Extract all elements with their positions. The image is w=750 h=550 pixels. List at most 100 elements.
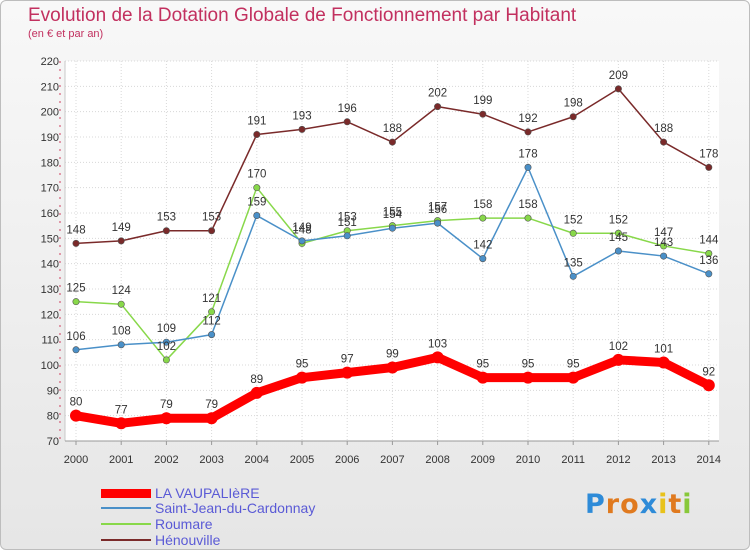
y-tick-label: 220 xyxy=(41,56,59,68)
data-label: 151 xyxy=(338,217,357,229)
data-label: 147 xyxy=(654,227,673,239)
data-point xyxy=(567,371,580,384)
data-point xyxy=(208,227,216,235)
data-point xyxy=(208,331,216,339)
data-point xyxy=(388,224,396,232)
data-label: 158 xyxy=(473,199,492,211)
data-point xyxy=(386,361,399,374)
data-label: 209 xyxy=(609,70,628,82)
data-label: 155 xyxy=(383,207,402,219)
data-label: 101 xyxy=(654,343,673,355)
data-point xyxy=(660,138,668,146)
y-tick-label: 120 xyxy=(41,309,59,321)
data-point xyxy=(253,212,261,220)
data-label: 145 xyxy=(609,232,628,244)
legend-label: Saint-Jean-du-Cardonnay xyxy=(155,500,316,516)
x-tick-label: 2001 xyxy=(109,454,133,466)
x-tick-label: 2000 xyxy=(64,454,88,466)
data-label: 142 xyxy=(473,240,492,252)
y-tick-label: 110 xyxy=(41,335,59,347)
data-point xyxy=(296,371,308,384)
data-label: 79 xyxy=(205,399,218,411)
data-point xyxy=(569,272,577,280)
y-tick-label: 170 xyxy=(41,183,59,195)
data-label: 80 xyxy=(70,397,83,409)
data-label: 149 xyxy=(112,222,131,234)
data-point xyxy=(298,237,306,245)
legend-swatch xyxy=(101,507,151,509)
data-label: 143 xyxy=(654,237,673,249)
data-label: 202 xyxy=(428,88,447,100)
x-tick-label: 2013 xyxy=(651,454,675,466)
data-label: 158 xyxy=(518,199,537,211)
data-point xyxy=(208,308,216,316)
data-point xyxy=(115,417,128,430)
x-tick-label: 2003 xyxy=(199,454,223,466)
data-label: 108 xyxy=(112,326,131,338)
logo-letter: i xyxy=(682,489,693,520)
data-label: 121 xyxy=(202,293,221,305)
data-point xyxy=(705,163,713,171)
data-point xyxy=(612,353,625,366)
data-label: 153 xyxy=(202,212,221,224)
data-point xyxy=(117,341,125,349)
data-label: 148 xyxy=(292,224,311,236)
data-point xyxy=(434,219,442,227)
data-point xyxy=(162,227,170,235)
data-point xyxy=(524,163,532,171)
data-label: 144 xyxy=(699,235,719,247)
data-label: 178 xyxy=(699,148,718,160)
y-tick-label: 100 xyxy=(41,360,59,372)
data-point xyxy=(705,250,713,258)
logo-letter: P xyxy=(585,489,606,520)
data-point xyxy=(660,252,668,260)
data-label: 89 xyxy=(250,374,263,386)
data-label: 102 xyxy=(609,341,628,353)
y-tick-label: 200 xyxy=(41,107,59,119)
data-label: 109 xyxy=(157,323,176,335)
x-tick-label: 2004 xyxy=(245,454,269,466)
data-label: 77 xyxy=(115,404,128,416)
data-label: 149 xyxy=(292,222,311,234)
data-point xyxy=(72,346,80,354)
y-tick-label: 150 xyxy=(41,233,59,245)
data-point xyxy=(479,214,487,222)
data-point xyxy=(522,371,534,384)
data-label: 79 xyxy=(160,399,173,411)
data-point xyxy=(298,125,306,133)
data-label: 154 xyxy=(383,209,403,221)
data-label: 198 xyxy=(564,98,583,110)
data-label: 97 xyxy=(341,354,354,366)
data-point xyxy=(476,371,489,384)
y-tick-label: 140 xyxy=(41,259,59,271)
data-point xyxy=(569,113,577,121)
data-point xyxy=(434,103,442,111)
data-point xyxy=(660,242,668,250)
x-tick-label: 2012 xyxy=(606,454,630,466)
legend-swatch xyxy=(101,539,151,541)
data-point xyxy=(162,356,170,364)
y-tick-label: 90 xyxy=(47,385,59,397)
data-point xyxy=(479,255,487,263)
data-point xyxy=(705,270,713,278)
y-tick-label: 180 xyxy=(41,157,59,169)
data-point xyxy=(70,409,82,422)
data-point xyxy=(253,130,261,138)
chart-title: Evolution de la Dotation Globale de Fonc… xyxy=(28,5,577,26)
data-label: 156 xyxy=(428,204,447,216)
x-tick-label: 2002 xyxy=(154,454,178,466)
data-point xyxy=(117,300,125,308)
data-point xyxy=(388,138,396,146)
data-label: 148 xyxy=(66,224,85,236)
y-tick-label: 190 xyxy=(41,132,59,144)
data-label: 159 xyxy=(247,197,266,209)
data-point xyxy=(569,229,577,237)
logo-letter: t xyxy=(668,489,683,520)
data-label: 170 xyxy=(247,169,266,181)
x-tick-label: 2011 xyxy=(561,454,585,466)
legend-swatch xyxy=(101,489,151,498)
data-label: 193 xyxy=(292,110,311,122)
data-point xyxy=(162,338,170,346)
data-point xyxy=(205,412,218,425)
data-label: 196 xyxy=(338,103,357,115)
